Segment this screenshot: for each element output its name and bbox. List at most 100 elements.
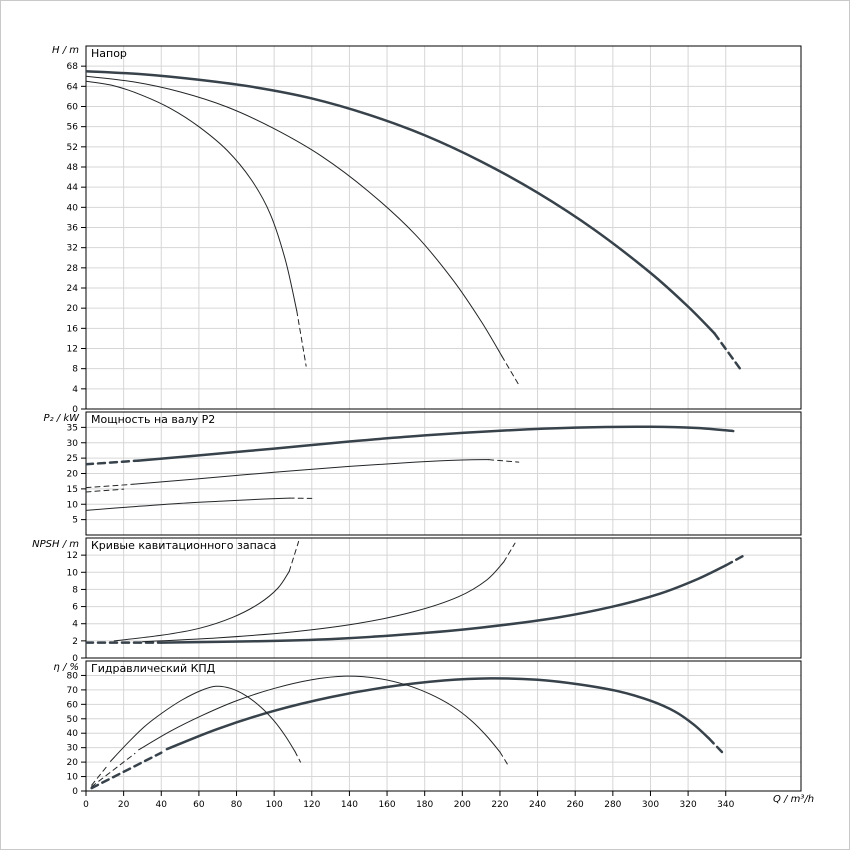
x-tick-label: 340 xyxy=(717,800,734,810)
y-tick-label: 16 xyxy=(67,324,79,334)
head-curve-mid-tail xyxy=(501,355,520,386)
x-tick-label: 120 xyxy=(303,800,320,810)
y-tick-label: 60 xyxy=(67,700,79,710)
y-axis-label-power: P₂ / kW xyxy=(43,413,79,424)
eta-curve-min-tail xyxy=(294,750,301,763)
eta-curve-mid-lead xyxy=(91,752,136,788)
head-curve-min xyxy=(86,80,298,312)
x-tick-label: 40 xyxy=(156,800,168,810)
y-axis-label-head: H / m xyxy=(52,45,79,56)
p2-curve-max xyxy=(137,425,735,462)
y-tick-label: 25 xyxy=(67,454,78,464)
y-tick-label: 48 xyxy=(67,163,79,173)
head-curve-max-tail xyxy=(713,332,743,371)
x-tick-label: 0 xyxy=(83,800,89,810)
panel-frame xyxy=(85,660,802,792)
y-tick-label: 44 xyxy=(67,183,79,193)
p2-curve-min xyxy=(86,497,290,511)
y-tick-label: 15 xyxy=(67,485,78,495)
y-tick-label: 35 xyxy=(67,423,78,433)
x-tick-label: 200 xyxy=(454,800,471,810)
x-tick-label: 140 xyxy=(341,800,358,810)
y-tick-label: 10 xyxy=(67,568,79,578)
y-tick-label: 6 xyxy=(72,603,78,613)
y-tick-label: 36 xyxy=(67,224,79,234)
panel-frame xyxy=(85,537,802,659)
x-tick-label: 220 xyxy=(491,800,508,810)
panel-title-head: Напор xyxy=(91,47,127,60)
x-tick-label: 160 xyxy=(378,800,395,810)
y-tick-label: 20 xyxy=(67,758,79,768)
x-tick-label: 100 xyxy=(266,800,283,810)
x-tick-label: 300 xyxy=(642,800,659,810)
x-tick-label: 320 xyxy=(680,800,697,810)
y-tick-label: 52 xyxy=(67,143,78,153)
y-tick-label: 5 xyxy=(72,516,78,526)
head-curve-min-tail xyxy=(296,310,307,367)
npsh-curve-min xyxy=(113,570,290,642)
x-tick-label: 60 xyxy=(193,800,205,810)
y-tick-label: 8 xyxy=(72,365,78,375)
x-tick-label: 80 xyxy=(231,800,243,810)
eta-curve-max-tail xyxy=(707,737,724,754)
p2-curve-mid-lead xyxy=(86,483,134,489)
p2-curve-mid-tail xyxy=(488,459,520,463)
y-tick-label: 8 xyxy=(72,585,78,595)
y-tick-label: 4 xyxy=(72,620,78,630)
y-tick-label: 4 xyxy=(72,385,78,395)
npsh-curve-mid-tail xyxy=(503,542,516,563)
npsh-curve-mid xyxy=(141,561,505,643)
panel-frame xyxy=(85,411,802,536)
y-tick-label: 12 xyxy=(67,345,78,355)
y-tick-label: 0 xyxy=(72,787,78,797)
y-tick-label: 2 xyxy=(72,637,78,647)
eta-curve-max-lead xyxy=(90,751,163,790)
y-tick-label: 10 xyxy=(67,773,79,783)
y-tick-label: 40 xyxy=(67,203,79,213)
head-curve-max xyxy=(86,69,716,335)
y-axis-label-npsh: NPSH / m xyxy=(32,539,79,550)
y-tick-label: 20 xyxy=(67,470,79,480)
p2-curve-lead-extra xyxy=(86,488,125,493)
y-tick-label: 40 xyxy=(67,729,79,739)
npsh-curve-min-tail xyxy=(288,540,300,572)
panel-title-npsh: Кривые кавитационного запаса xyxy=(91,539,277,552)
y-tick-label: 24 xyxy=(67,284,79,294)
x-axis-label: Q / m³/h xyxy=(773,794,815,805)
eta-curve-min-lead xyxy=(91,763,110,786)
p2-curve-max-lead xyxy=(86,459,140,466)
y-tick-label: 32 xyxy=(67,244,78,254)
y-tick-label: 64 xyxy=(67,82,79,92)
y-axis-label-efficiency: η / % xyxy=(53,662,79,673)
npsh-curve-max xyxy=(160,564,727,644)
p2-curve-mid xyxy=(132,459,490,485)
panel-frame xyxy=(85,45,802,410)
y-tick-label: 30 xyxy=(67,439,79,449)
y-tick-label: 60 xyxy=(67,103,79,113)
y-tick-label: 70 xyxy=(67,686,79,696)
y-tick-label: 68 xyxy=(67,62,79,72)
y-tick-label: 30 xyxy=(67,744,79,754)
y-tick-label: 10 xyxy=(67,500,79,510)
eta-curve-mid-tail xyxy=(499,751,508,765)
eta-curve-min xyxy=(109,685,296,762)
y-tick-label: 0 xyxy=(72,405,78,415)
x-tick-label: 260 xyxy=(567,800,584,810)
x-tick-label: 280 xyxy=(604,800,621,810)
panel-title-power: Мощность на валу P2 xyxy=(91,413,216,426)
eta-curve-mid xyxy=(138,675,501,753)
y-tick-label: 0 xyxy=(72,654,78,664)
y-tick-label: 80 xyxy=(67,671,79,681)
y-tick-label: 50 xyxy=(67,715,79,725)
x-tick-label: 240 xyxy=(529,800,546,810)
y-tick-label: 12 xyxy=(67,551,78,561)
x-tick-label: 20 xyxy=(118,800,130,810)
y-tick-label: 20 xyxy=(67,304,79,314)
y-tick-label: 56 xyxy=(67,123,79,133)
y-tick-label: 28 xyxy=(67,264,79,274)
panel-title-efficiency: Гидравлический КПД xyxy=(91,662,216,675)
eta-curve-max xyxy=(165,677,711,751)
head-curve-mid xyxy=(86,75,503,357)
